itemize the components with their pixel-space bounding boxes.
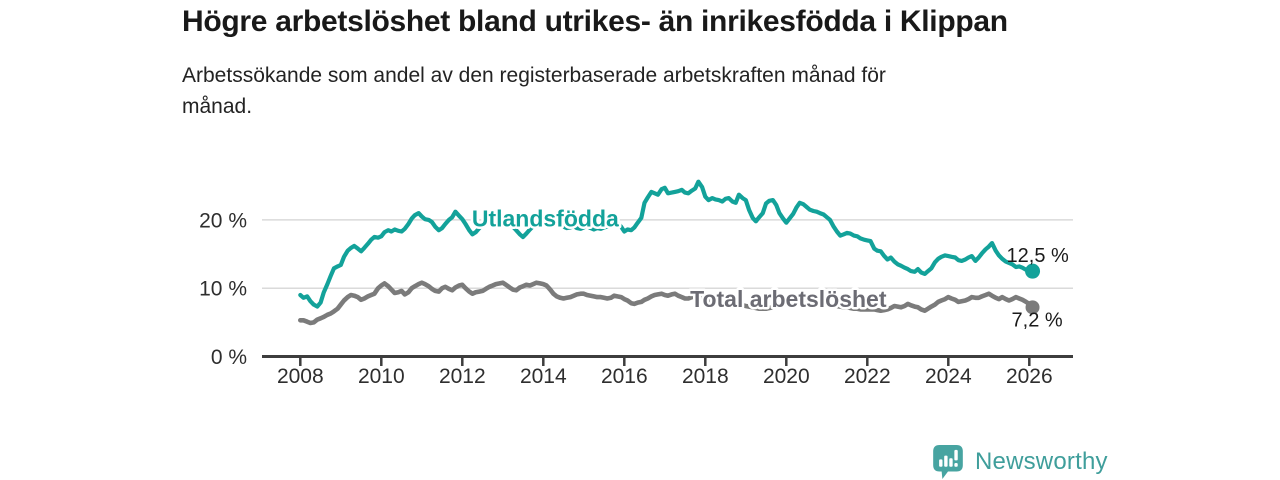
- series-label-utlandsfodda: Utlandsfödda: [472, 206, 619, 232]
- end-value-label-total: 7,2 %: [1012, 309, 1063, 331]
- end-value-label-utlandsfodda: 12,5 %: [1007, 245, 1069, 267]
- bar-chart-bubble-icon: [933, 445, 963, 479]
- x-tick-label: 2010: [358, 365, 405, 388]
- y-tick-label: 10 %: [199, 278, 247, 301]
- x-tick-label: 2008: [277, 365, 324, 388]
- gridlines: [262, 219, 1073, 289]
- x-tick-label: 2018: [682, 365, 729, 388]
- brand-name: Newsworthy: [975, 448, 1108, 475]
- x-tick-label: 2012: [439, 365, 486, 388]
- x-tick-label: 2014: [520, 365, 567, 388]
- newsworthy-logo: Newsworthy: [931, 444, 1108, 480]
- y-tick-label: 20 %: [199, 209, 247, 232]
- y-axis-labels: 0 % 10 % 20 %: [199, 209, 247, 369]
- x-axis-labels: 2008 2010 2012 2014 2016 2018 2020 2022 2024 2026: [277, 365, 1053, 388]
- page-title: Högre arbetslöshet bland utrikes- än inr…: [182, 5, 1008, 38]
- line-utlandsfodda: [298, 179, 1035, 309]
- x-tick-label: 2016: [601, 365, 648, 388]
- x-tick-label: 2024: [925, 365, 972, 388]
- y-tick-label: 0 %: [211, 346, 247, 369]
- x-tick-label: 2020: [763, 365, 810, 388]
- endpoint-dot-utlandsfodda: [1025, 263, 1041, 279]
- x-axis-ticks: [299, 356, 1031, 366]
- endpoint-dot-total: [1025, 300, 1040, 315]
- x-tick-label: 2026: [1006, 365, 1053, 388]
- x-tick-label: 2022: [844, 365, 891, 388]
- line-total-arbetsloshet: [297, 280, 1035, 326]
- chart-subtitle: Arbetssökande som andel av den registerb…: [182, 64, 886, 118]
- series-label-total-arbetsloshet: Total arbetslöshet: [690, 286, 887, 312]
